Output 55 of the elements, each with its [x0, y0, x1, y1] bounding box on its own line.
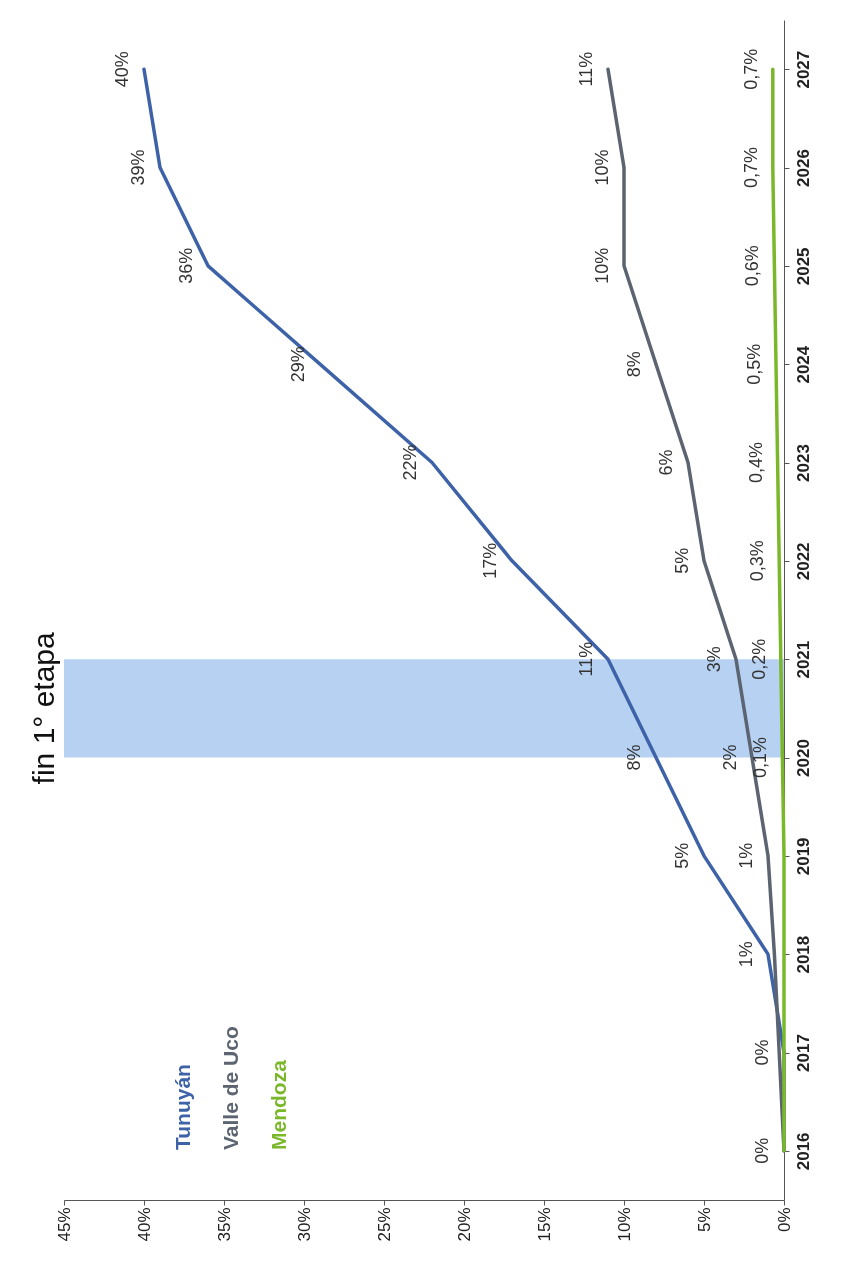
- data-label: 17%: [480, 542, 500, 579]
- y-tick-label: 2017: [793, 1034, 813, 1072]
- x-tick-label: 20%: [454, 1207, 474, 1242]
- y-tick-label: 2025: [793, 247, 813, 286]
- data-label: 0,3%: [747, 540, 768, 582]
- data-label: 0,2%: [748, 638, 769, 680]
- x-tick-label: 10%: [614, 1207, 634, 1242]
- data-label: 40%: [112, 51, 132, 88]
- data-label: 10%: [592, 247, 612, 284]
- data-label: 0,7%: [740, 146, 761, 189]
- data-label: 29%: [288, 346, 308, 383]
- data-label: 36%: [176, 247, 196, 284]
- data-label: 0,1%: [750, 736, 771, 779]
- y-tick-label: 2016: [793, 1132, 813, 1171]
- x-tick-label: 40%: [134, 1207, 154, 1242]
- x-tick-label: 5%: [694, 1207, 714, 1233]
- x-tick-label: 25%: [374, 1207, 394, 1242]
- data-label: 5%: [672, 547, 692, 574]
- text: Valle de Uco: [219, 1026, 242, 1150]
- data-label: 11%: [576, 641, 596, 677]
- x-tick-label: 45%: [54, 1207, 74, 1242]
- data-label: 0,6%: [742, 245, 763, 287]
- y-tick-label: 2021: [793, 640, 813, 679]
- y-tick-label: 2022: [793, 542, 813, 581]
- y-tick-label: 2024: [793, 345, 813, 384]
- data-label: 2%: [720, 744, 740, 771]
- data-label: 0,4%: [745, 441, 766, 484]
- data-label: 0%: [752, 1039, 772, 1066]
- y-tick-label: 2026: [793, 149, 813, 187]
- y-tick-label: 2023: [793, 444, 813, 482]
- text: Tunuyán: [171, 1064, 194, 1150]
- data-label: 6%: [656, 449, 676, 476]
- data-label: 5%: [672, 842, 692, 869]
- data-label: 11%: [576, 51, 596, 87]
- x-tick-label: 0%: [774, 1207, 794, 1233]
- data-label: 39%: [128, 149, 148, 186]
- y-tick-label: 2027: [793, 50, 813, 89]
- data-label: 3%: [704, 646, 724, 673]
- x-tick-label: 35%: [214, 1207, 234, 1242]
- data-label: 1%: [736, 842, 756, 869]
- x-tick-label: 30%: [294, 1207, 314, 1242]
- data-label: 0%: [752, 1137, 772, 1164]
- y-tick-label: 2019: [793, 837, 813, 876]
- data-label: 0,5%: [744, 343, 764, 385]
- y-tick-label: 2018: [793, 935, 813, 974]
- data-label: 1%: [736, 941, 756, 968]
- data-label: 10%: [592, 149, 612, 186]
- data-label: 0,7%: [740, 48, 761, 90]
- text: Mendoza: [267, 1059, 290, 1150]
- data-label: 8%: [624, 744, 644, 771]
- band-label: fin 1° etapa: [27, 631, 60, 785]
- x-tick-label: 15%: [534, 1207, 554, 1242]
- data-label: 8%: [624, 351, 644, 378]
- data-label: 22%: [400, 444, 420, 481]
- y-tick-label: 2020: [793, 739, 813, 777]
